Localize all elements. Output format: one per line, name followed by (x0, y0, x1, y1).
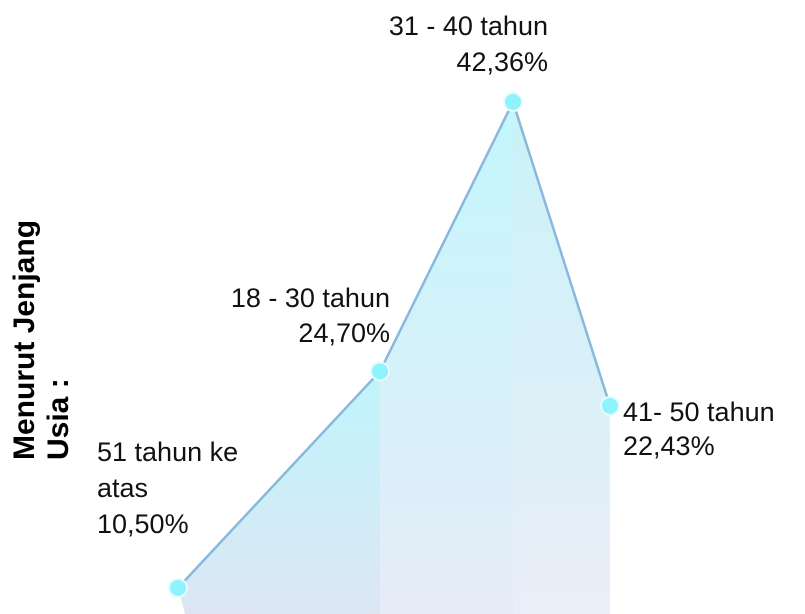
value-label: 24,70% (298, 318, 390, 348)
value-label: 10,50% (97, 509, 189, 539)
category-label: 18 - 30 tahun (230, 283, 390, 313)
area-segment (513, 102, 610, 614)
point (600, 395, 620, 416)
line (177, 98, 612, 589)
area-segment (178, 371, 380, 614)
value-label: 22,43% (623, 431, 715, 461)
category-label: 41- 50 tahun (623, 397, 775, 427)
point (168, 577, 188, 598)
point (503, 92, 523, 113)
chart-title: Menurut Jenjang Usia : (8, 219, 75, 460)
point (370, 361, 390, 382)
area-segment (380, 102, 513, 614)
value-label: 42,36% (456, 47, 548, 77)
category-label: 51 tahun ke atas (97, 437, 239, 503)
category-label: 31 - 40 tahun (388, 11, 548, 41)
